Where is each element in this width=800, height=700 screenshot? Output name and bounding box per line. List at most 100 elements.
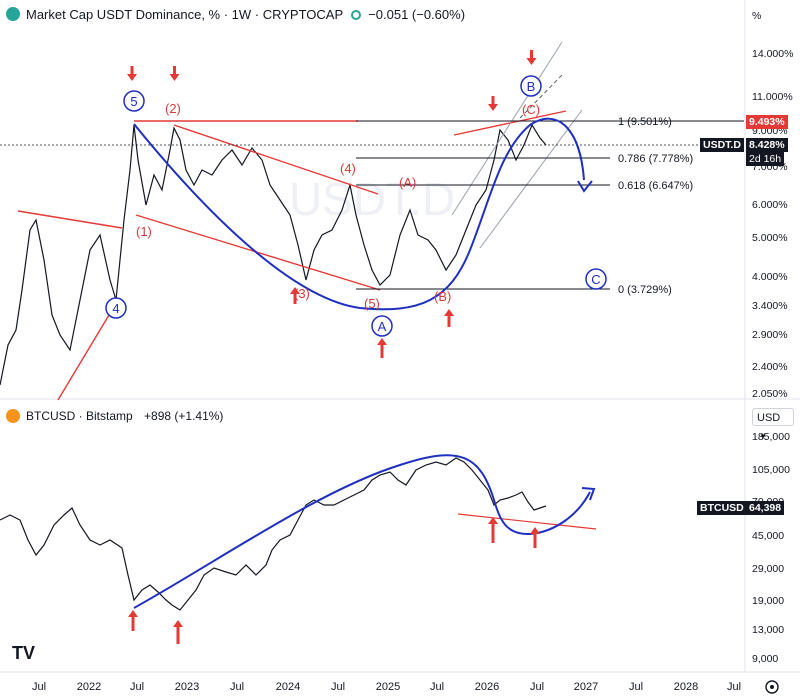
bottom-price-series [0, 457, 547, 611]
top-change: −0.051 (−0.60%) [368, 7, 466, 22]
fib-label-1: 1 (9.501%) [618, 116, 672, 128]
y-tick: 19,000 [752, 595, 784, 607]
y-tick: 2.400% [752, 361, 788, 373]
gray-rising-channel[interactable] [451, 41, 583, 249]
up-arrow-head [581, 487, 596, 501]
y-tick: 2.050% [752, 388, 788, 400]
red-arrow-markers-top [127, 50, 537, 358]
red-trendlines[interactable] [17, 110, 567, 401]
current-price-tag-btc: 64,398 [746, 501, 785, 515]
x-tick: Jul [130, 681, 144, 693]
x-tick: Jul [530, 681, 544, 693]
cup-projection-curve [133, 117, 585, 311]
wave-label-5: (5) [364, 296, 380, 311]
wave-circle-4: 4 [112, 301, 119, 316]
y-tick: 2.900% [752, 329, 788, 341]
up-arrow-icon [444, 309, 454, 327]
down-arrow-icon [169, 66, 180, 81]
bottom-change: +898 (+1.41%) [144, 409, 224, 423]
x-tick: Jul [230, 681, 244, 693]
usdt-dominance-logo [6, 7, 20, 21]
down-arrow-icon [488, 96, 498, 111]
up-arrow-icon [377, 338, 387, 358]
up-arrow-icon [173, 620, 183, 644]
x-tick: Jul [629, 681, 643, 693]
wave-labels-red: (2) (1) (3) (4) (5) (A) (B) (C) [136, 101, 540, 311]
top-symbol-title: Market Cap USDT Dominance, % · 1W · CRYP… [26, 7, 343, 22]
bottom-price-axis[interactable]: 185,000 105,000 70,000 45,000 29,000 19,… [752, 431, 790, 665]
y-tick: 14.000% [752, 48, 793, 60]
wave-circle-C: C [591, 272, 600, 287]
down-arrow-head [577, 180, 593, 193]
top-legend[interactable]: Market Cap USDT Dominance, % · 1W · CRYP… [26, 7, 465, 22]
wave-label-B: (B) [434, 289, 451, 304]
bottom-annotations[interactable] [133, 454, 597, 609]
wave-label-C: (C) [522, 102, 540, 117]
currency-select[interactable]: USD ▼ [752, 408, 794, 441]
blue-projection-curves[interactable] [133, 117, 593, 311]
scale-unit-label: % [752, 10, 761, 22]
y-tick: 5.000% [752, 232, 788, 244]
chevron-down-icon: ▼ [759, 432, 767, 441]
wave-label-2: (2) [165, 101, 181, 116]
y-tick: 105,000 [752, 464, 790, 476]
wave-label-4: (4) [340, 161, 356, 176]
y-tick: 29,000 [752, 563, 784, 575]
x-tick: Jul [331, 681, 345, 693]
up-arrow-icon [128, 610, 138, 631]
x-tick: 2025 [376, 681, 400, 693]
support-trendline [457, 513, 597, 530]
x-tick: 2023 [175, 681, 199, 693]
x-tick: Jul [727, 681, 741, 693]
blue-arc-curve [133, 454, 591, 609]
settings-gear-icon[interactable] [765, 680, 779, 694]
y-tick: 9,000 [752, 653, 778, 665]
tradingview-logo[interactable]: TV [12, 643, 35, 663]
down-arrow-icon [127, 66, 137, 81]
up-arrow-icon [488, 517, 498, 543]
symbol-tag-btc: BTCUSD [697, 501, 747, 515]
y-tick: 6.000% [752, 199, 788, 211]
x-tick: 2026 [475, 681, 499, 693]
x-tick: 2027 [574, 681, 598, 693]
trendline-wave4-lower [57, 299, 119, 401]
x-tick: Jul [32, 681, 46, 693]
high-price-tag: 9.493% [746, 115, 788, 129]
bitcoin-logo [6, 409, 20, 423]
x-tick: 2024 [276, 681, 300, 693]
x-tick: Jul [430, 681, 444, 693]
wave-label-1: (1) [136, 224, 152, 239]
top-price-axis[interactable]: % 14.000% 11.000% 9.000% 7.000% 6.000% 5… [752, 10, 793, 400]
time-axis[interactable]: Jul 2022 Jul 2023 Jul 2024 Jul 2025 Jul … [32, 681, 741, 693]
channel-upper-line [173, 124, 379, 195]
bar-countdown: 2d 16h [746, 152, 785, 166]
y-tick: 11.000% [752, 91, 793, 103]
fib-label-0786: 0.786 (7.778%) [618, 153, 693, 165]
bottom-legend[interactable]: BTCUSD · Bitstamp +898 (+1.41%) [26, 409, 223, 423]
down-arrow-icon [526, 50, 537, 65]
trendline-wave4-upper [17, 210, 123, 229]
currency-label: USD [757, 412, 781, 424]
y-tick: 13,000 [752, 624, 784, 636]
bottom-symbol-title: BTCUSD · Bitstamp [26, 409, 133, 423]
wave-circle-A: A [378, 319, 387, 334]
y-tick: 185,000 [752, 431, 790, 443]
market-status-icon [350, 10, 361, 20]
wave-circle-B: B [527, 79, 536, 94]
wave-label-A: (A) [399, 175, 416, 190]
fib-label-0: 0 (3.729%) [618, 284, 672, 296]
symbol-watermark: USDT.D [289, 173, 455, 225]
symbol-tag-usdt: USDT.D [700, 138, 744, 152]
wave-label-3: (3) [294, 286, 310, 301]
x-tick: 2028 [674, 681, 698, 693]
fibonacci-retracement[interactable]: 1 (9.501%) 0.786 (7.778%) 0.618 (6.647%)… [0, 116, 744, 296]
current-price-tag: 8.428% [746, 138, 788, 152]
up-arrow-icon [530, 527, 540, 548]
y-tick: 3.400% [752, 300, 788, 312]
svg-text:TV: TV [12, 643, 35, 663]
up-arrow-icon [290, 287, 300, 304]
wave-labels-circled: 5 4 A B C [105, 75, 607, 337]
fib-label-0618: 0.618 (6.647%) [618, 180, 693, 192]
wave-circle-5: 5 [130, 94, 137, 109]
